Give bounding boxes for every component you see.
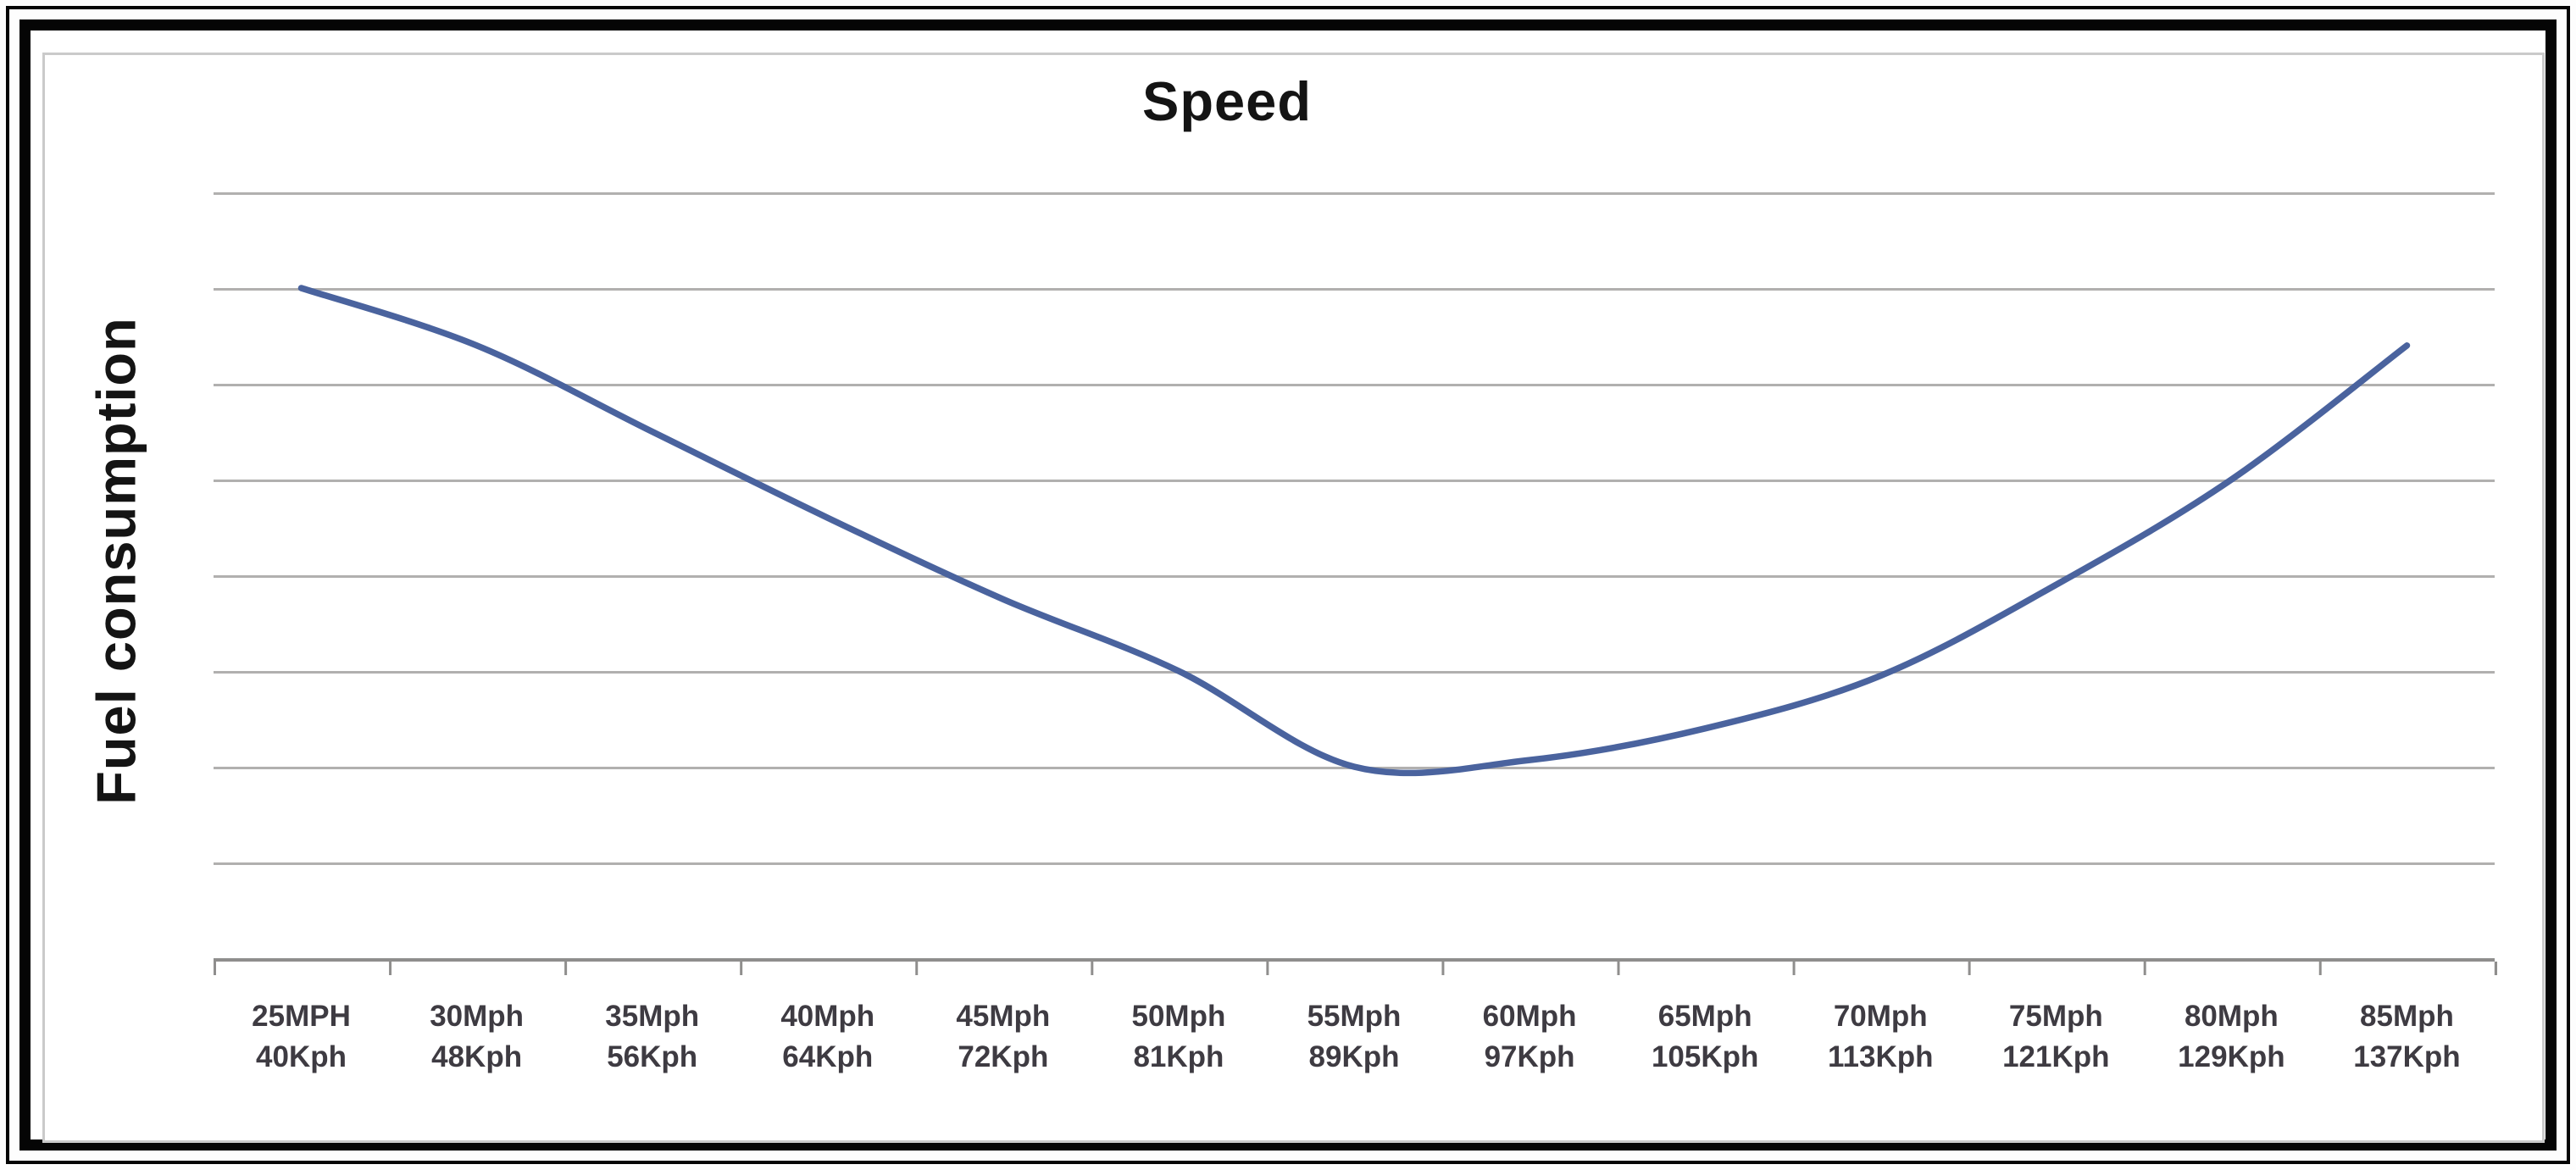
chart-title: Speed [1141,70,1313,132]
x-label-mph: 60Mph [1482,1000,1577,1033]
x-label-kph: 129Kph [2178,1040,2285,1074]
outer-frame-border [6,6,2570,1164]
x-axis-labels: 25MPH 40Kph 30Mph 48Kph 35Mph 56Kph 40Mp… [214,996,2495,1079]
x-axis-label: 30Mph 48Kph [389,996,564,1079]
x-label-kph: 56Kph [607,1040,698,1074]
plot-area [214,192,2495,962]
x-label-mph: 65Mph [1657,1000,1752,1033]
x-label-mph: 40Mph [780,1000,875,1033]
x-label-mph: 55Mph [1307,1000,1402,1033]
x-axis-label: 45Mph 72Kph [915,996,1091,1079]
x-label-mph: 85Mph [2360,1000,2454,1033]
x-axis-label: 65Mph 105Kph [1618,996,1793,1079]
x-axis-label: 60Mph 97Kph [1442,996,1618,1079]
x-label-kph: 48Kph [431,1040,523,1074]
x-axis-label: 50Mph 81Kph [1091,996,1266,1079]
x-label-mph: 30Mph [430,1000,525,1033]
series-line-svg [297,285,2411,777]
x-axis-label: 35Mph 56Kph [564,996,740,1079]
x-label-kph: 113Kph [1827,1040,1934,1074]
y-axis-title: Fuel consumption [85,317,147,805]
x-label-kph: 137Kph [2353,1040,2461,1074]
x-label-kph: 121Kph [2002,1040,2110,1074]
x-label-mph: 50Mph [1131,1000,1226,1033]
x-label-mph: 75Mph [2008,1000,2103,1033]
series-path [297,285,2411,777]
x-label-kph: 64Kph [782,1040,874,1074]
x-label-kph: 72Kph [958,1040,1049,1074]
x-axis-ticks [214,962,2497,975]
x-label-kph: 40Kph [256,1040,347,1074]
x-axis-label: 70Mph 113Kph [1793,996,1968,1079]
x-axis-label: 80Mph 129Kph [2144,996,2319,1079]
x-label-kph: 81Kph [1133,1040,1224,1074]
x-label-kph: 105Kph [1651,1040,1759,1074]
x-label-kph: 89Kph [1308,1040,1400,1074]
x-axis-label: 75Mph 121Kph [1968,996,2144,1079]
x-label-kph: 97Kph [1484,1040,1575,1074]
x-axis-label: 40Mph 64Kph [740,996,915,1079]
x-axis-label: 85Mph 137Kph [2319,996,2495,1079]
x-label-mph: 45Mph [956,1000,1051,1033]
x-axis-label: 25MPH 40Kph [214,996,389,1079]
x-label-mph: 80Mph [2184,1000,2279,1033]
x-axis-label: 55Mph 89Kph [1266,996,1441,1079]
x-label-mph: 35Mph [605,1000,700,1033]
x-label-mph: 25MPH [252,1000,351,1033]
x-label-mph: 70Mph [1833,1000,1928,1033]
